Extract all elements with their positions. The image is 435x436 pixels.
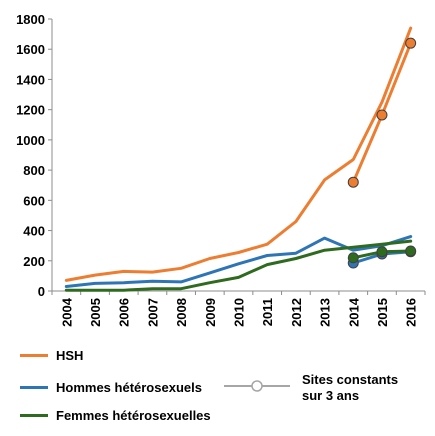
series-line-1	[64, 235, 413, 288]
x-tick-label: 2005	[88, 298, 103, 327]
legend-label-femmes: Femmes hétérosexuelles	[56, 408, 211, 423]
constant-sites-point	[347, 176, 359, 188]
constant-sites-point	[376, 246, 388, 258]
legend-item-femmes: Femmes hétérosexuelles	[20, 408, 211, 423]
x-tick-label: 2006	[117, 298, 132, 327]
legend-label-constant-sites: Sites constants sur 3 ans	[302, 372, 398, 404]
x-tick-label: 2014	[346, 297, 361, 327]
legend-swatch-constant-sites	[224, 380, 290, 392]
y-tick-label: 600	[23, 193, 45, 208]
x-axis: 2004 2005 2006 2007 2008 2009 2010 2011 2012 2013…	[51, 290, 426, 327]
legend-label-constant-sites-line1: Sites constants	[302, 372, 399, 387]
y-tick-label: 400	[23, 224, 45, 239]
x-tick-label: 2010	[232, 298, 247, 327]
legend-label-hsh: HSH	[56, 348, 84, 363]
x-tick-label: 2012	[289, 298, 304, 327]
x-tick-label: 2016	[404, 298, 419, 327]
legend-swatch-hsh	[20, 354, 48, 357]
legend-label-hommes: Hommes hétérosexuels	[56, 380, 202, 395]
x-tick-label: 2008	[174, 298, 189, 327]
x-tick-label: 2007	[145, 298, 160, 327]
legend-item-hommes: Hommes hétérosexuels	[20, 380, 202, 395]
legend-swatch-hommes	[20, 386, 48, 389]
y-axis: 0 200 400 600 800 1000 1200 1400 1600 1800	[16, 12, 53, 299]
series-line-2	[64, 239, 413, 292]
y-tick-label: 1600	[16, 42, 45, 57]
constant-sites-series	[347, 37, 417, 269]
series-lines	[64, 26, 413, 292]
y-tick-label: 200	[23, 254, 45, 269]
constant-sites-point	[347, 252, 359, 264]
y-tick-label: 1400	[16, 72, 45, 87]
constant-sites-point	[376, 109, 388, 121]
x-tick-label: 2009	[203, 298, 218, 327]
legend-label-constant-sites-line2: sur 3 ans	[302, 388, 360, 403]
constant-sites-point	[405, 245, 417, 257]
y-tick-label: 0	[38, 284, 45, 299]
constant-sites-point	[405, 37, 417, 49]
y-tick-label: 800	[23, 163, 45, 178]
x-tick-label: 2011	[260, 298, 275, 326]
y-tick-label: 1200	[16, 103, 45, 118]
y-tick-label: 1800	[16, 12, 45, 27]
series-line-0	[64, 26, 413, 282]
x-tick-label: 2015	[375, 298, 390, 327]
legend-item-hsh: HSH	[20, 348, 83, 363]
legend-swatch-femmes	[20, 414, 48, 417]
x-tick-label: 2013	[318, 298, 333, 327]
y-tick-label: 1000	[16, 133, 45, 148]
x-tick-label: 2004	[59, 297, 74, 327]
